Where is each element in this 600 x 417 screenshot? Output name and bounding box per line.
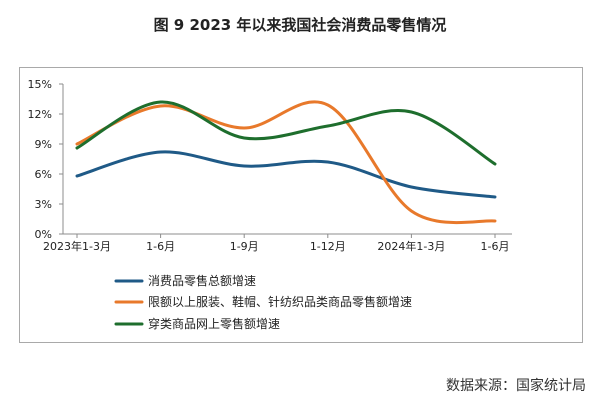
- legend-label-2: 限额以上服装、鞋帽、针纺织品类商品零售额增速: [148, 294, 412, 309]
- y-tick-label: 3%: [35, 198, 52, 211]
- y-tick-label: 9%: [35, 138, 52, 151]
- data-source: 数据来源：国家统计局: [446, 378, 586, 394]
- series-line-3: [75, 100, 497, 166]
- y-tick-label: 6%: [35, 168, 52, 181]
- chart-title: 图 9 2023 年以来我国社会消费品零售情况: [153, 16, 447, 34]
- x-tick-label: 1-9月: [230, 240, 259, 253]
- x-tick-label: 1-12月: [310, 240, 346, 253]
- legend-label-1: 消费品零售总额增速: [148, 273, 256, 288]
- series-line-1: [75, 150, 497, 199]
- legend-label-3: 穿类商品网上零售额增速: [148, 316, 280, 331]
- series-line-2: [75, 100, 497, 225]
- y-tick-label: 15%: [28, 78, 52, 91]
- x-tick-label: 2024年1-3月: [377, 239, 445, 253]
- x-tick-label: 1-6月: [146, 240, 175, 253]
- x-tick-label: 2023年1-3月: [43, 239, 111, 253]
- y-tick-label: 12%: [28, 108, 52, 121]
- y-tick-label: 0%: [35, 228, 52, 241]
- x-tick-label: 1-6月: [481, 240, 510, 253]
- chart-frame: [19, 67, 583, 343]
